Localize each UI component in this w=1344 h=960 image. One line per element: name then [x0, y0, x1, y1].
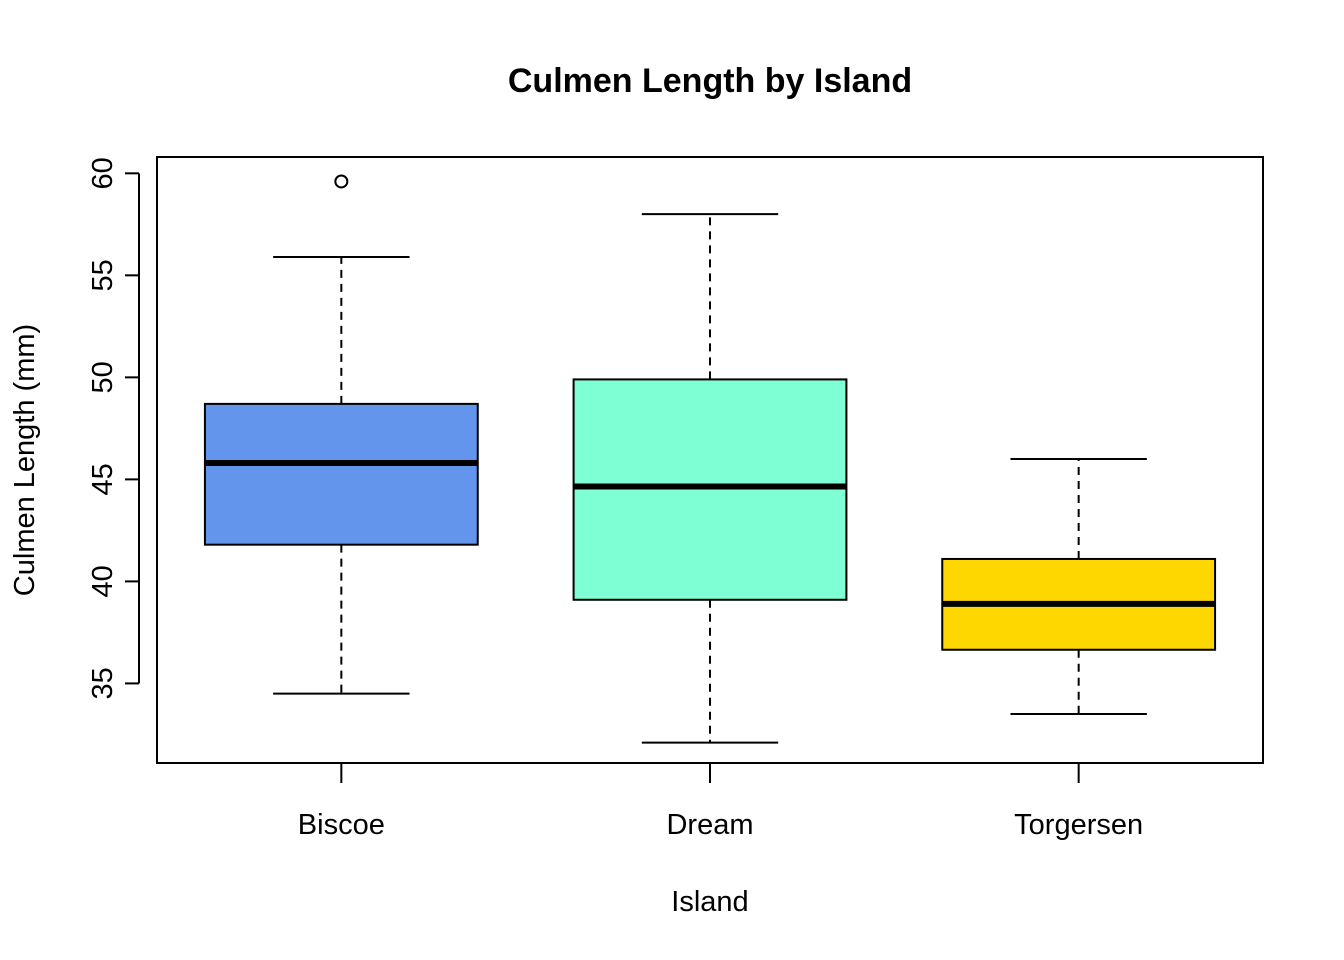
x-axis: Biscoe Dream Torgersen	[298, 763, 1143, 841]
y-tick-label: 40	[87, 565, 119, 597]
box-dream	[572, 213, 848, 744]
box-biscoe	[203, 174, 479, 695]
box-iqr	[572, 378, 848, 601]
box-torgersen	[941, 457, 1217, 716]
y-tick-label: 50	[87, 361, 119, 393]
y-tick-label: 45	[87, 463, 119, 495]
outlier-point	[334, 174, 349, 189]
boxes	[203, 174, 1217, 744]
x-tick-label: Torgersen	[1014, 809, 1143, 841]
y-tick-label: 35	[87, 667, 119, 699]
y-axis: 35 40 45 50 55 60	[87, 157, 140, 700]
box-iqr	[203, 402, 479, 546]
chart-title: Culmen Length by Island	[508, 62, 912, 100]
x-axis-label: Island	[671, 886, 748, 918]
y-axis-label: Culmen Length (mm)	[9, 324, 41, 596]
y-tick-label: 60	[87, 157, 119, 189]
x-tick-label: Dream	[666, 809, 753, 841]
x-tick-label: Biscoe	[298, 809, 385, 841]
y-tick-label: 55	[87, 259, 119, 291]
